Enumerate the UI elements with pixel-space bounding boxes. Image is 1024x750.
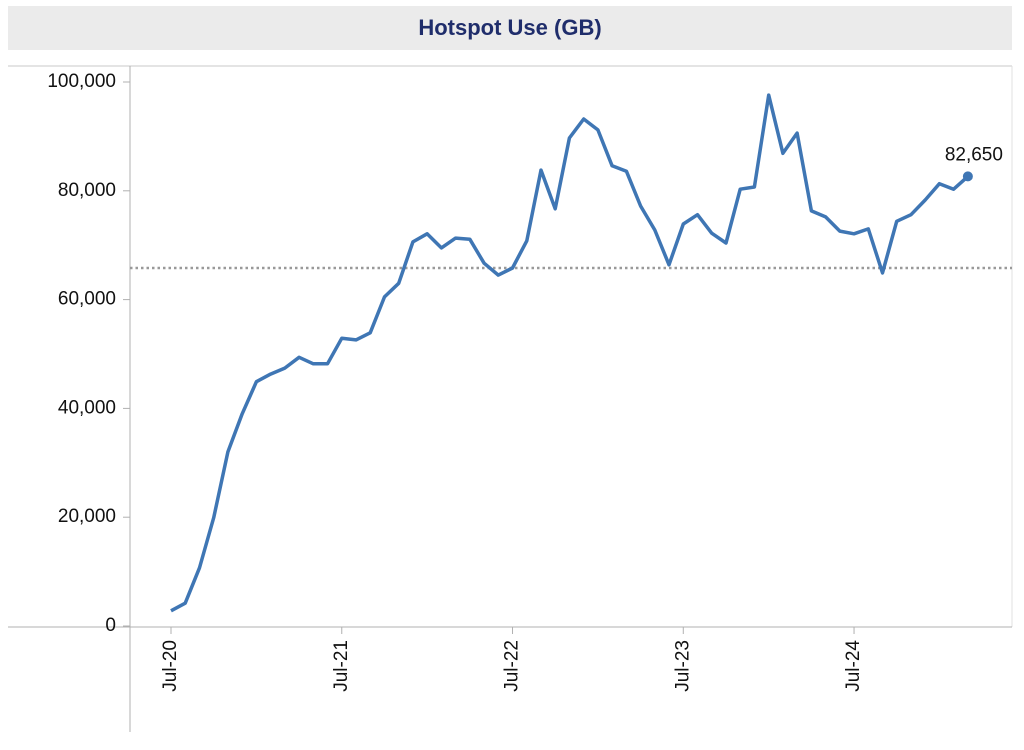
end-point xyxy=(962,171,973,182)
y-tick-label: 20,000 xyxy=(58,506,116,527)
y-tick-label: 40,000 xyxy=(58,397,116,418)
x-tick-label: Jul-21 xyxy=(331,640,352,692)
data-label: 82,650 xyxy=(945,144,1003,165)
x-tick-label: Jul-24 xyxy=(843,640,864,692)
x-tick-label: Jul-23 xyxy=(672,640,693,692)
chart-title: Hotspot Use (GB) xyxy=(418,15,601,40)
y-tick-label: 80,000 xyxy=(58,180,116,201)
title-band xyxy=(8,6,1012,50)
data-line xyxy=(170,93,970,613)
y-tick-label: 60,000 xyxy=(58,289,116,310)
y-tick-label: 0 xyxy=(105,615,116,636)
x-tick-label: Jul-20 xyxy=(160,640,181,692)
x-tick-label: Jul-22 xyxy=(502,640,523,692)
y-tick-label: 100,000 xyxy=(47,71,116,92)
